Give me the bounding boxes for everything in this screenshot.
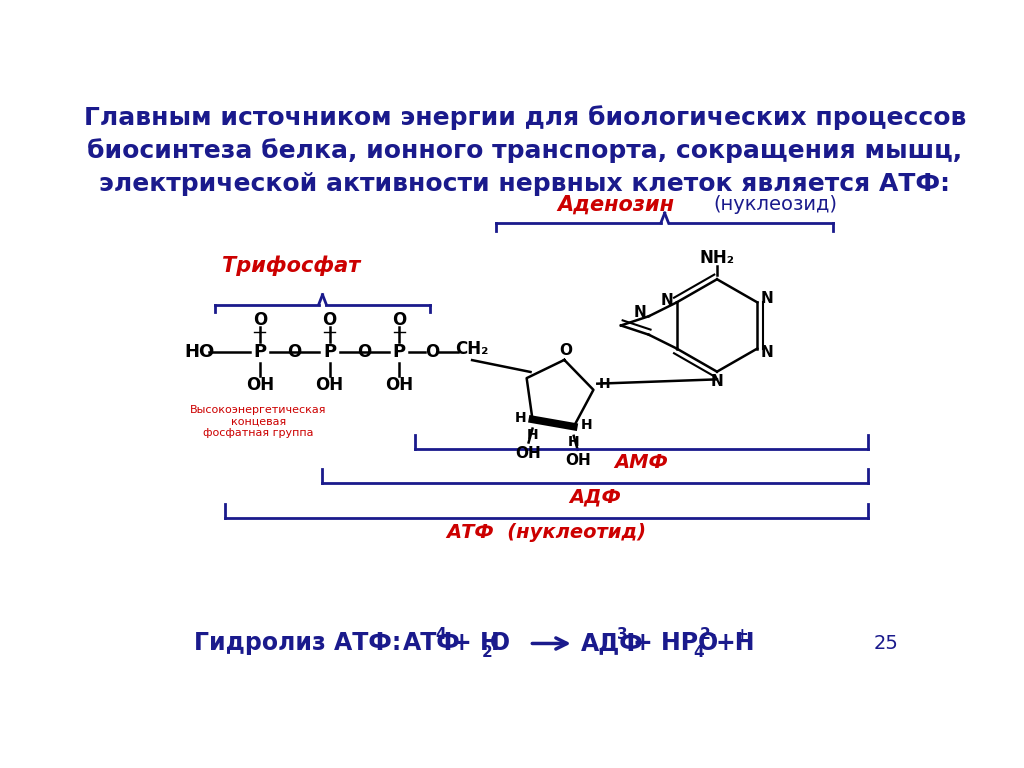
Text: АМФ: АМФ [614,453,669,472]
Text: O: O [253,311,267,329]
Text: 25: 25 [873,634,898,653]
Text: + Н: + Н [452,631,500,655]
Text: H: H [599,376,611,391]
Text: + НРО: + НРО [633,631,719,655]
Text: OH: OH [565,453,591,468]
Text: N: N [761,291,774,306]
Text: O: O [323,311,337,329]
Text: АТФ: АТФ [403,631,461,655]
Text: (нуклеозид): (нуклеозид) [713,195,838,214]
Text: Главным источником энергии для биологических процессов: Главным источником энергии для биологиче… [84,105,966,130]
Text: 2-: 2- [700,627,717,642]
Text: O: O [559,343,572,358]
Text: АТФ  (нуклеотид): АТФ (нуклеотид) [446,522,646,541]
Text: H: H [514,411,526,425]
Text: OH: OH [385,376,414,394]
Text: N: N [633,305,646,320]
Text: 3-: 3- [617,627,634,642]
Text: O: O [392,311,407,329]
Text: О: О [489,631,510,655]
Text: биосинтеза белка, ионного транспорта, сокращения мышц,: биосинтеза белка, ионного транспорта, со… [87,138,963,163]
Text: H: H [568,435,580,449]
Text: NH₂: NH₂ [699,249,734,266]
Text: электрической активности нервных клеток является АТФ:: электрической активности нервных клеток … [99,172,950,196]
Text: +: + [735,627,749,642]
Text: OH: OH [515,445,541,461]
Text: Высокоэнергетическая
концевая
фосфатная группа: Высокоэнергетическая концевая фосфатная … [189,405,327,438]
Text: 4: 4 [693,645,703,660]
Text: 2: 2 [482,645,493,660]
Text: P: P [392,343,406,362]
Text: +Н: +Н [716,631,755,655]
Text: HO: HO [184,343,214,362]
Text: O: O [357,343,372,362]
Text: N: N [662,293,674,307]
Text: P: P [253,343,266,362]
Text: Трифосфат: Трифосфат [221,256,360,276]
Text: N: N [711,374,723,389]
Text: P: P [323,343,336,362]
Text: OH: OH [246,376,273,394]
Text: АДФ: АДФ [582,631,644,655]
Text: H: H [581,418,592,432]
Text: Гидролиз АТФ:: Гидролиз АТФ: [194,631,401,655]
Text: 4-: 4- [435,627,453,642]
Text: H: H [526,428,539,442]
Text: OH: OH [315,376,344,394]
Text: O: O [288,343,302,362]
Text: N: N [761,345,774,360]
Text: O: O [425,343,439,362]
Text: CH₂: CH₂ [456,340,488,359]
Text: АДФ: АДФ [569,488,621,507]
Text: Аденозин: Аденозин [558,194,675,214]
